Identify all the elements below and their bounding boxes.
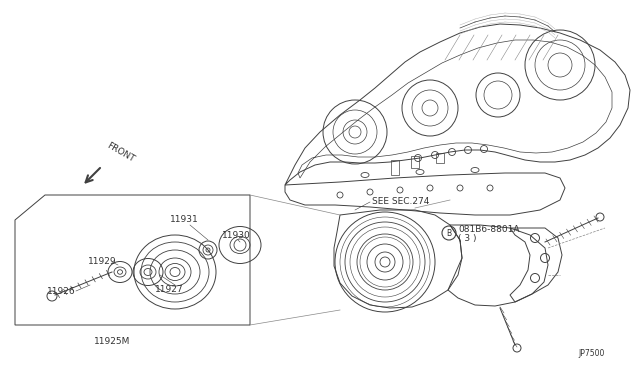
Text: ( 3 ): ( 3 ) — [458, 234, 477, 244]
Text: 11929: 11929 — [88, 257, 116, 266]
Text: 11930: 11930 — [222, 231, 251, 241]
Text: 11926: 11926 — [47, 286, 76, 295]
Text: B: B — [447, 228, 452, 237]
Text: 081B6-8801A: 081B6-8801A — [458, 224, 520, 234]
Text: SEE SEC.274: SEE SEC.274 — [372, 198, 429, 206]
Text: 11927: 11927 — [155, 285, 184, 295]
Text: JP7500: JP7500 — [578, 350, 604, 359]
Text: 11925M: 11925M — [94, 337, 130, 346]
Text: FRONT: FRONT — [105, 141, 136, 164]
Text: 11931: 11931 — [170, 215, 199, 224]
